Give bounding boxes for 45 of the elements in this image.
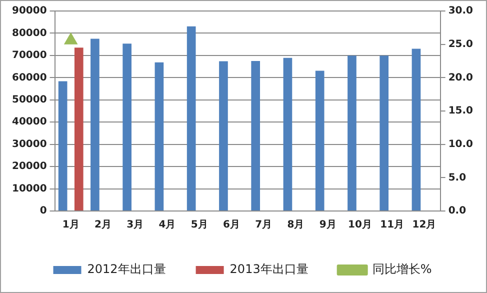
y-tick-label: 80000	[12, 28, 47, 39]
bar	[122, 44, 132, 210]
legend-label: 2012年出口量	[87, 262, 166, 276]
x-tick-label: 2月	[94, 220, 112, 231]
y2-tick-label: 15.0	[448, 106, 474, 117]
legend-label: 2013年出口量	[230, 262, 308, 276]
x-tick-label: 11月	[380, 220, 404, 231]
x-tick-label: 6月	[223, 220, 240, 231]
y2-tick-label: 5.0	[448, 172, 466, 184]
y2-tick-label: 20.0	[448, 72, 474, 84]
legend-label: 同比增长%	[372, 262, 432, 276]
x-tick-label: 8月	[287, 220, 304, 231]
y-tick-label: 10000	[12, 183, 47, 194]
y-tick-label: 60000	[12, 72, 47, 84]
bar	[412, 48, 421, 210]
bar	[380, 56, 389, 210]
y2-tick-label: 0.0	[448, 206, 466, 217]
y-tick-label: 90000	[12, 6, 47, 17]
bar	[283, 58, 292, 210]
x-tick-label: 10月	[348, 220, 372, 231]
bar	[186, 26, 196, 210]
y-tick-label: 40000	[12, 116, 47, 128]
y-tick-label: 0	[40, 206, 47, 217]
y2-tick-label: 25.0	[448, 38, 474, 50]
y-tick-label: 70000	[12, 50, 47, 62]
bar	[251, 61, 260, 210]
bar	[90, 38, 100, 210]
y2-tick-label: 10.0	[448, 138, 474, 150]
x-tick-label: 4月	[158, 220, 176, 231]
y-tick-label: 50000	[12, 94, 47, 106]
bar	[315, 70, 324, 210]
x-tick-label: 7月	[255, 220, 272, 231]
y2-tick-label: 30.0	[448, 6, 474, 17]
bar	[219, 61, 228, 210]
bar	[74, 48, 84, 210]
x-tick-label: 9月	[319, 220, 336, 231]
x-tick-label: 12月	[412, 220, 436, 231]
y-tick-label: 30000	[12, 138, 47, 150]
bar	[348, 56, 356, 210]
bar	[154, 62, 164, 210]
y-tick-label: 20000	[12, 161, 47, 172]
x-tick-label: 3月	[126, 220, 144, 231]
x-tick-label: 1月	[62, 220, 80, 231]
bar	[58, 81, 68, 210]
x-tick-label: 5月	[190, 220, 208, 231]
